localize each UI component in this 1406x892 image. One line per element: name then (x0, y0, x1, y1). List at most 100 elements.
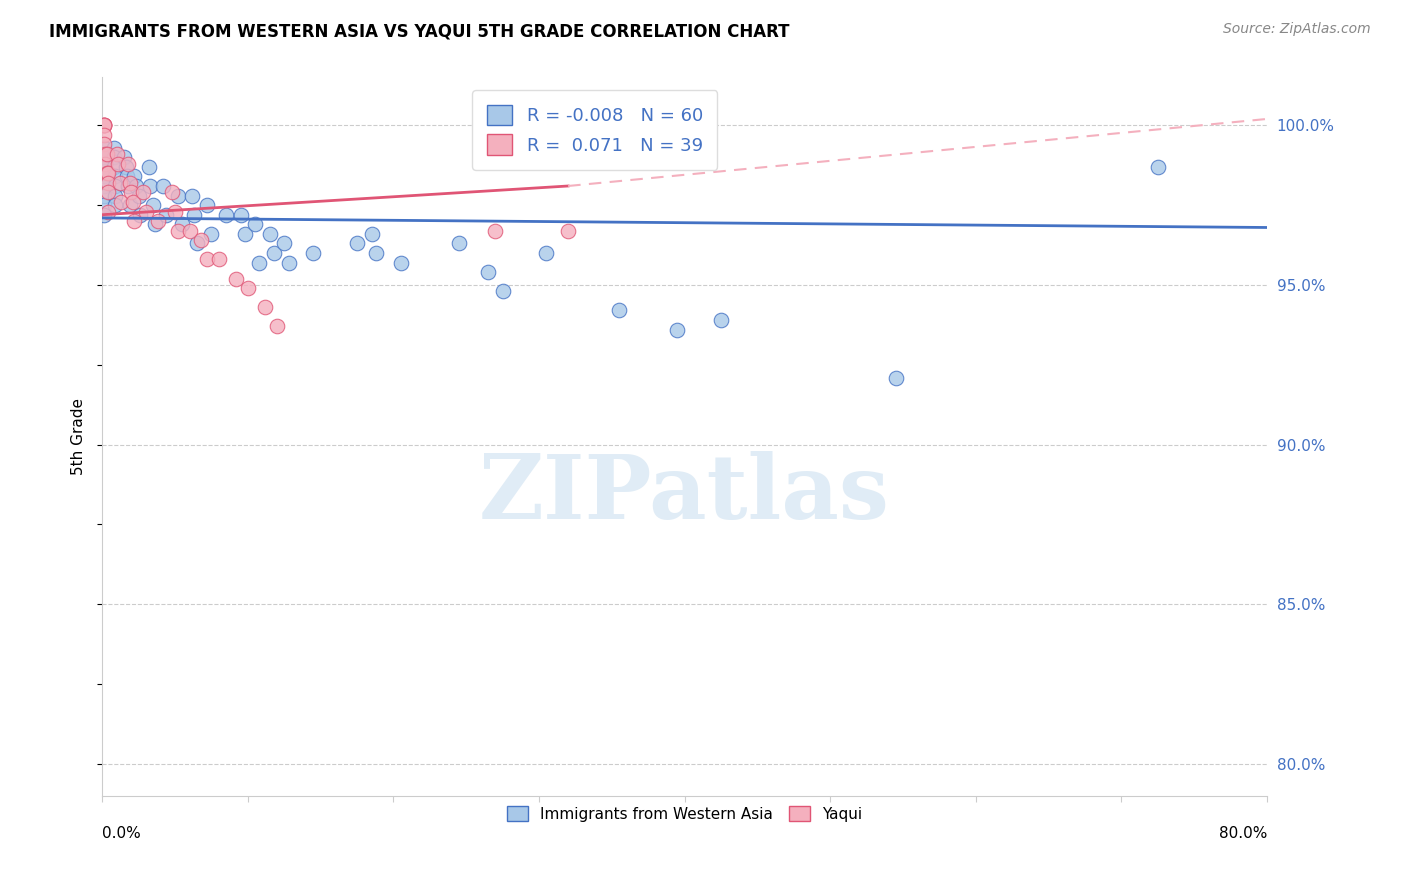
Point (93, 150, 115, 164)
Point (215, 208, 238, 222)
Point (172, 217, 194, 231)
Point (1146, 160, 1168, 174)
Point (186, 236, 208, 251)
Point (122, 214, 145, 228)
Point (155, 208, 177, 222)
Point (138, 160, 160, 174)
Point (666, 323, 689, 337)
Point (117, 179, 139, 194)
Point (93, 141, 115, 155)
Point (97, 186, 120, 200)
Point (103, 150, 125, 164)
Point (103, 160, 125, 174)
Point (93, 119, 115, 133)
Point (117, 156, 139, 170)
Point (114, 160, 136, 174)
Text: IMMIGRANTS FROM WESTERN ASIA VS YAQUI 5TH GRADE CORRELATION CHART: IMMIGRANTS FROM WESTERN ASIA VS YAQUI 5T… (49, 22, 790, 40)
Point (93, 160, 115, 174)
Text: 0.0%: 0.0% (103, 826, 141, 841)
Point (447, 236, 470, 251)
Point (125, 179, 148, 194)
Point (107, 156, 129, 170)
Point (243, 217, 266, 231)
Point (389, 255, 412, 269)
Point (181, 188, 204, 202)
Point (346, 236, 368, 251)
Point (104, 169, 127, 184)
Y-axis label: 5th Grade: 5th Grade (72, 398, 86, 475)
Point (108, 176, 131, 190)
Point (97, 176, 120, 190)
Point (143, 217, 166, 231)
Point (118, 176, 141, 190)
Point (105, 147, 128, 161)
Point (360, 227, 382, 241)
Point (254, 301, 277, 315)
Point (146, 214, 169, 228)
Point (121, 194, 143, 209)
Point (93, 208, 115, 222)
Point (132, 186, 155, 200)
Point (557, 224, 579, 238)
Point (884, 370, 907, 384)
Point (484, 224, 506, 238)
Point (93, 198, 115, 212)
Point (135, 204, 157, 219)
Point (93, 128, 115, 142)
Point (266, 319, 288, 334)
Legend: Immigrants from Western Asia, Yaqui: Immigrants from Western Asia, Yaqui (501, 799, 869, 828)
Point (93, 119, 115, 133)
Point (104, 188, 127, 202)
Point (167, 224, 190, 238)
Point (263, 246, 285, 260)
Point (93, 137, 115, 152)
Point (120, 186, 142, 200)
Point (112, 150, 135, 164)
Point (142, 198, 165, 212)
Text: Source: ZipAtlas.com: Source: ZipAtlas.com (1223, 22, 1371, 37)
Point (93, 179, 115, 194)
Point (302, 246, 325, 260)
Point (110, 194, 132, 209)
Text: 80.0%: 80.0% (1219, 826, 1267, 841)
Point (167, 188, 190, 202)
Point (200, 227, 222, 241)
Point (229, 208, 252, 222)
Point (118, 198, 141, 212)
Point (195, 198, 218, 212)
Point (225, 271, 247, 285)
Point (236, 281, 259, 295)
Point (179, 224, 201, 238)
Point (96, 166, 118, 180)
Point (190, 233, 212, 247)
Point (710, 313, 733, 327)
Point (249, 255, 271, 269)
Point (104, 198, 127, 212)
Point (477, 265, 499, 279)
Point (536, 246, 558, 260)
Point (122, 169, 145, 184)
Point (96, 147, 118, 161)
Point (128, 188, 150, 202)
Point (94, 147, 117, 161)
Point (364, 246, 387, 260)
Point (93, 119, 115, 133)
Point (115, 169, 138, 184)
Point (97, 166, 120, 180)
Text: ZIPatlas: ZIPatlas (479, 450, 890, 538)
Point (129, 208, 152, 222)
Point (607, 303, 630, 318)
Point (273, 236, 295, 251)
Point (195, 252, 218, 267)
Point (160, 186, 183, 200)
Point (259, 227, 281, 241)
Point (93, 169, 115, 184)
Point (208, 252, 231, 267)
Point (97, 204, 120, 219)
Point (93, 188, 115, 202)
Point (183, 208, 205, 222)
Point (233, 227, 256, 241)
Point (277, 255, 299, 269)
Point (152, 179, 174, 194)
Point (94, 156, 117, 170)
